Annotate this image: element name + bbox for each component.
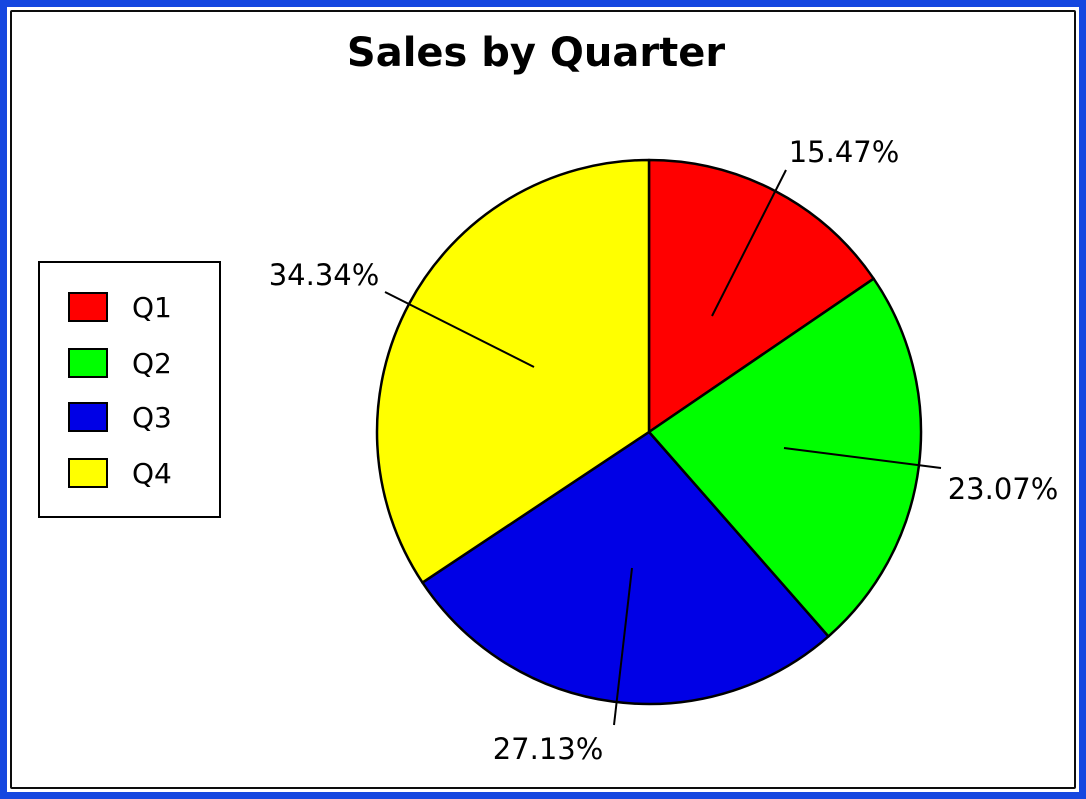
legend-swatch-q4 [68,458,108,488]
legend-label-q1: Q1 [132,290,172,324]
leader-line-q1 [711,169,787,317]
legend-item-q4: Q4 [68,456,172,490]
pie-slice-q3 [421,430,830,706]
slice-label-q1: 15.47% [789,135,900,169]
legend-label-q4: Q4 [132,456,172,490]
legend-item-q2: Q2 [68,346,172,380]
slice-label-q2: 23.07% [948,472,1059,506]
slice-label-q4: 34.34% [269,258,380,292]
slice-label-q3: 27.13% [493,732,604,766]
legend-swatch-q1 [68,292,108,322]
legend-item-q1: Q1 [68,290,172,324]
legend-label-q2: Q2 [132,346,172,380]
legend-swatch-q2 [68,348,108,378]
chart-title: Sales by Quarter [346,30,726,76]
leader-line-q3 [613,567,633,726]
legend-label-q3: Q3 [132,400,172,434]
leader-line-q4 [384,291,535,368]
legend: Q1 Q2 Q3 Q4 [38,261,221,518]
legend-item-q3: Q3 [68,400,172,434]
leader-line-q2 [783,447,942,469]
legend-swatch-q3 [68,402,108,432]
chart-border [10,10,1076,789]
